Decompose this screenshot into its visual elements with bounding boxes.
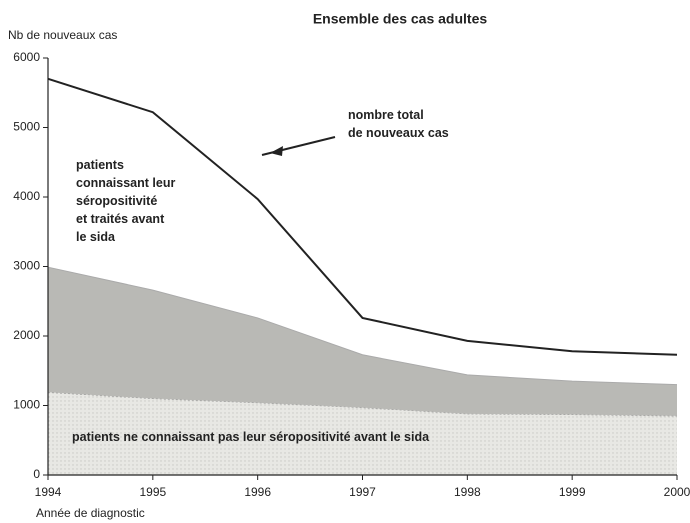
y-tick-label: 6000 [13,50,40,64]
area [48,392,677,475]
x-tick-label: 1995 [139,485,166,499]
y-tick-label: 5000 [13,120,40,134]
arrow-head [270,146,283,156]
chart-title: Ensemble des cas adultes [313,11,488,27]
area [48,267,677,416]
series-label: nombre total de nouveaux cas [348,108,449,140]
line [47,77,678,356]
y-tick-label: 4000 [13,189,40,203]
y-axis-label: Nb de nouveaux cas [8,28,117,42]
y-tick-label: 3000 [13,259,40,273]
area-edge [47,266,678,386]
y-tick-label: 2000 [13,328,40,342]
x-tick-label: 1999 [559,485,586,499]
y-tick-label: 1000 [13,398,40,412]
x-axis-label: Année de diagnostic [36,506,145,520]
series-label: patients connaissant leur séropositivité et… [76,158,175,244]
x-tick-label: 1997 [349,485,376,499]
series-label: patients ne connaissant pas leur séropos… [72,430,430,444]
x-tick-label: 1998 [454,485,481,499]
x-tick-label: 1996 [244,485,271,499]
x-tick-label: 2000 [664,485,690,499]
x-tick-label: 1994 [35,485,62,499]
y-tick-label: 0 [33,467,40,481]
